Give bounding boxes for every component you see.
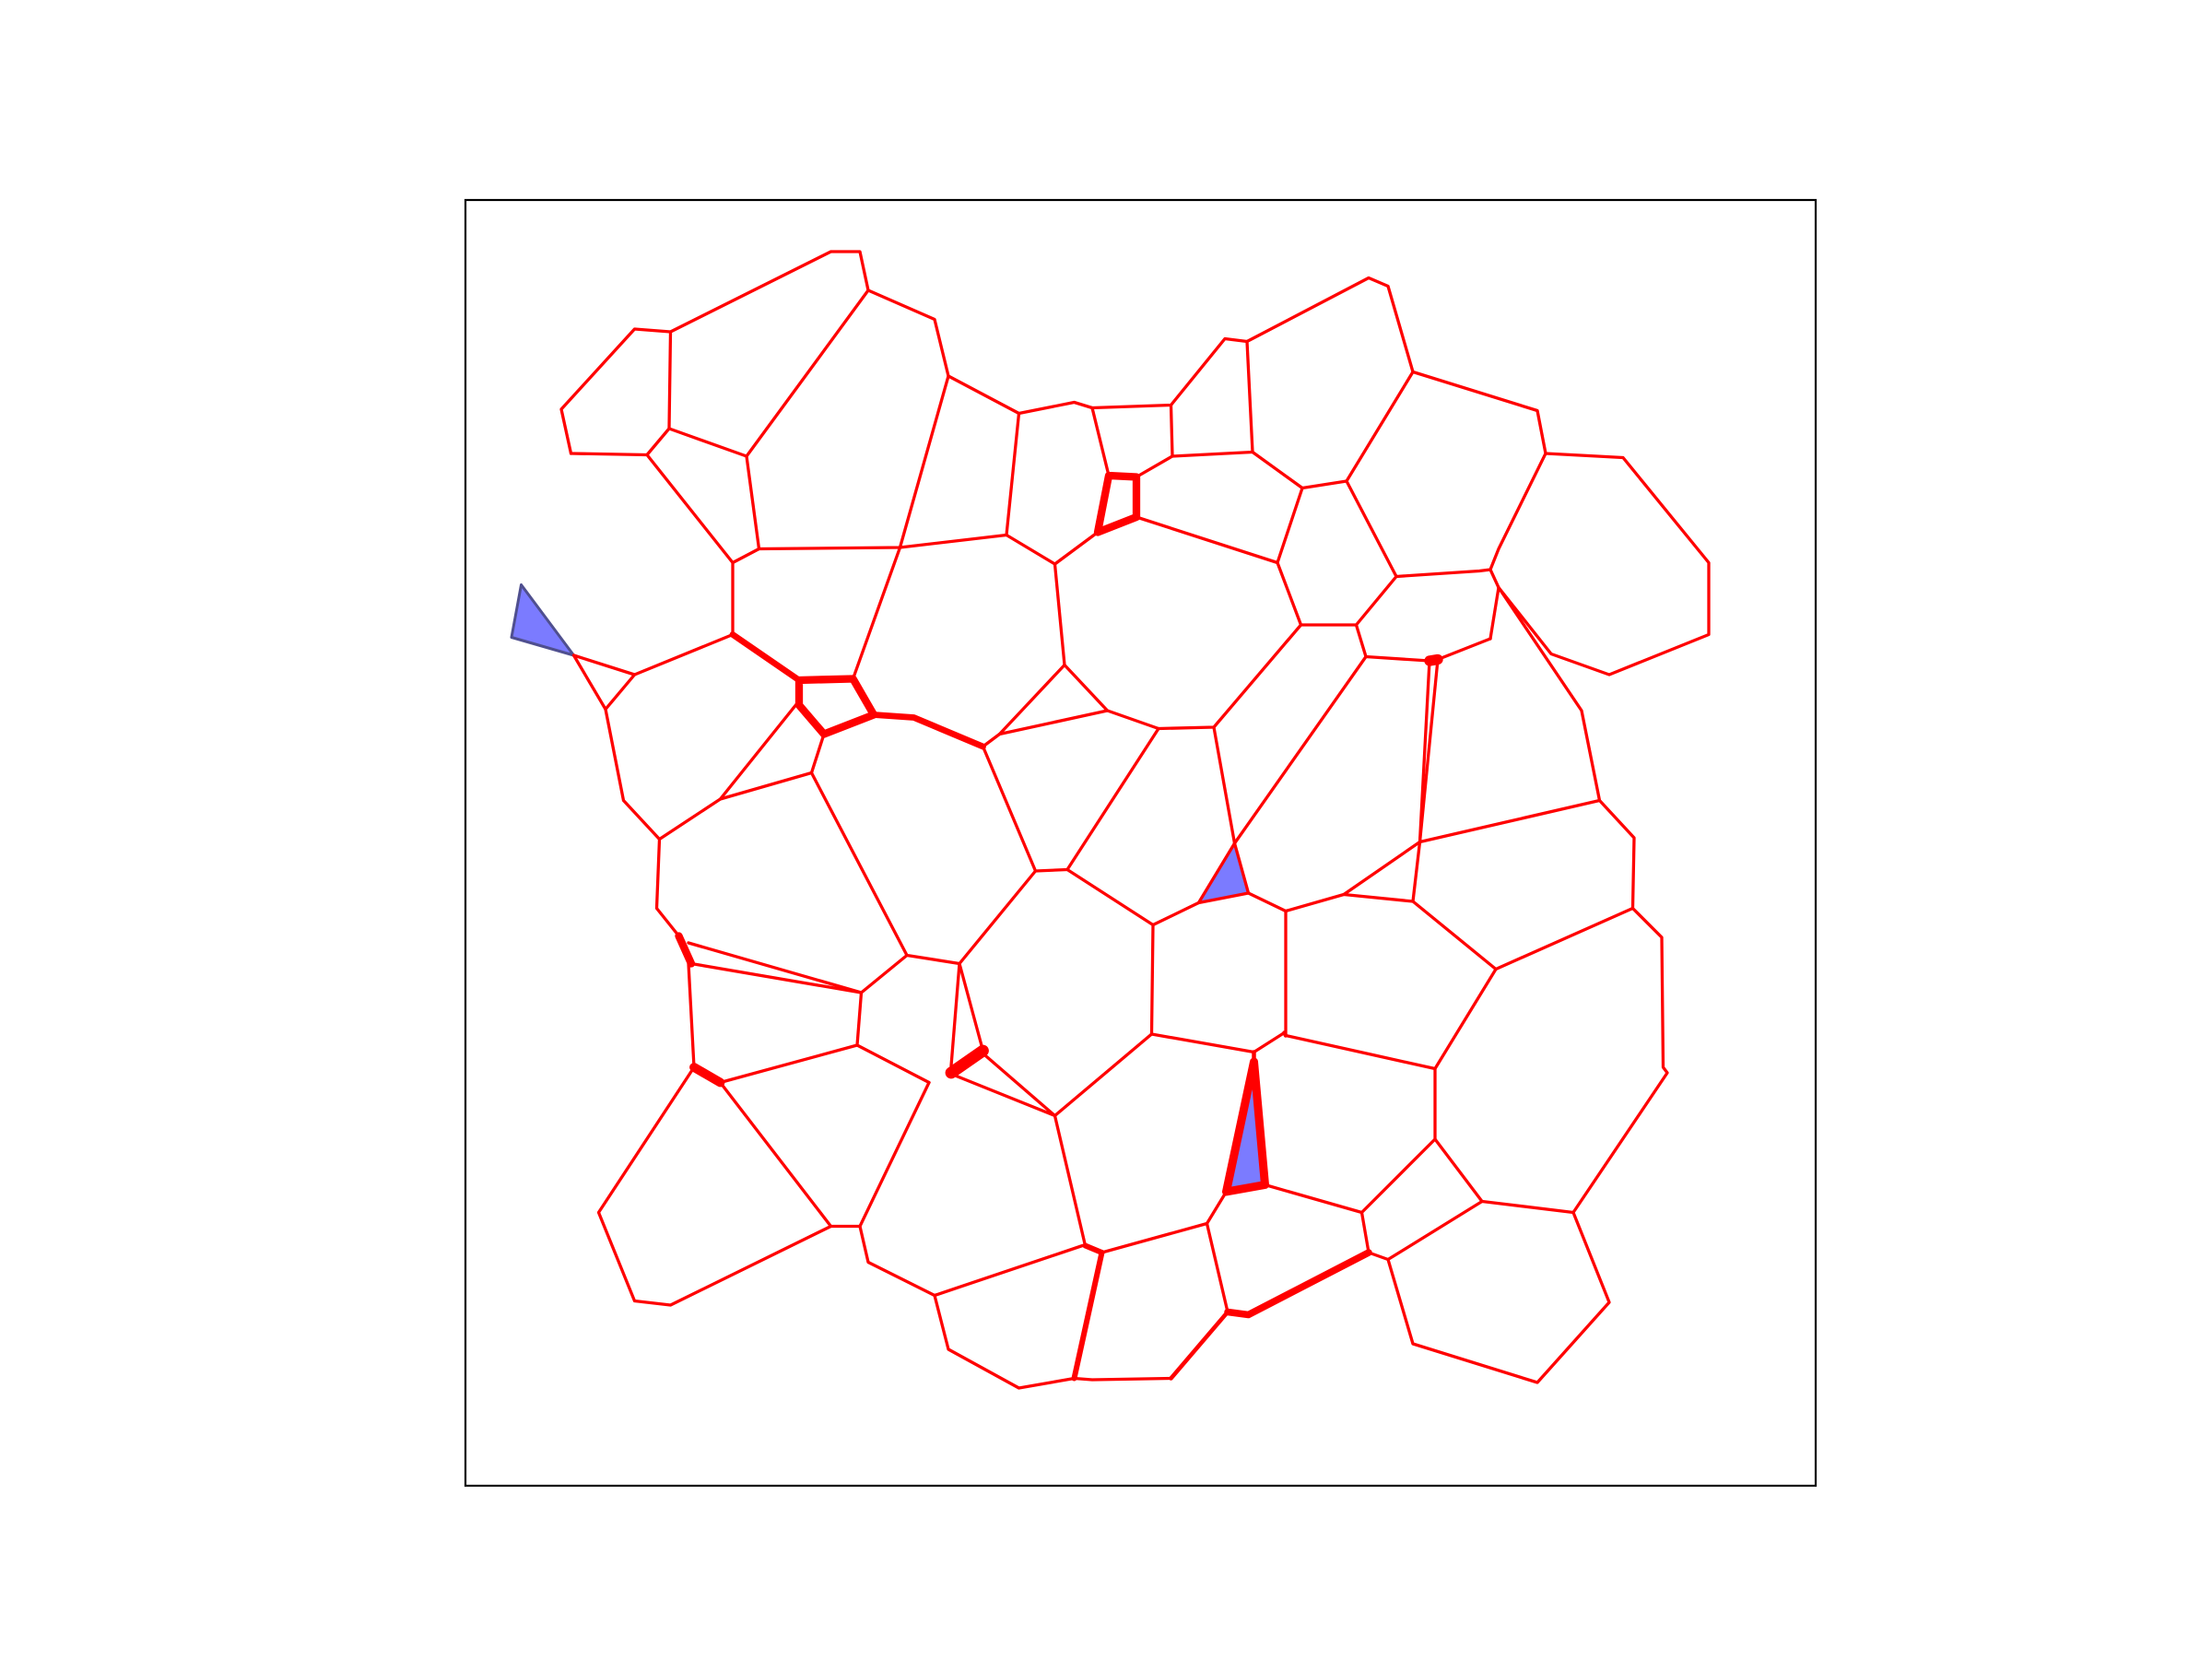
network-edge-42 <box>654 837 681 938</box>
network-edge-12 <box>1135 454 1174 479</box>
network-edge-68 <box>1222 1057 1269 1196</box>
network-edge-51 <box>933 1293 1173 1390</box>
network-edge-37 <box>718 699 801 801</box>
network-edge-41 <box>855 953 931 1085</box>
network-edge-59 <box>1093 471 1141 536</box>
network-edge-58 <box>870 712 986 750</box>
network-edge-24 <box>1359 585 1669 1384</box>
network-edge-7 <box>757 411 1021 551</box>
network-edge-47 <box>596 1065 833 1307</box>
network-edges <box>559 250 1711 1390</box>
network-edge-64 <box>1082 1242 1105 1255</box>
shaded-region-2 <box>1198 843 1249 903</box>
network-edge-46 <box>687 961 696 1069</box>
network-edge-62 <box>945 1044 989 1079</box>
network-edge-38 <box>809 732 826 775</box>
network-edge-65 <box>1071 1250 1105 1382</box>
network-edge-60 <box>675 932 696 968</box>
network-edge-16 <box>1276 560 1398 627</box>
network-edge-43 <box>687 941 864 994</box>
network-edge-53 <box>1205 1221 1230 1314</box>
network-edge-63 <box>1424 653 1443 666</box>
network-edge-26 <box>1418 659 1431 844</box>
axes-frame <box>464 198 1818 1488</box>
network-edge-8 <box>851 374 950 681</box>
network-edge-40 <box>949 961 961 1068</box>
network-edge-67 <box>1224 1249 1372 1319</box>
network-edge-66 <box>1169 1310 1230 1381</box>
network-edge-17 <box>1053 562 1303 731</box>
network-edge-44 <box>689 961 864 994</box>
network-edge-10 <box>1090 406 1111 477</box>
network-edge-61 <box>689 1063 725 1088</box>
network-edge-49 <box>858 1224 1085 1298</box>
shaded-region-1 <box>510 583 575 657</box>
network-edge-20 <box>1212 725 1237 845</box>
network-edge-32 <box>1386 1199 1484 1262</box>
network-edge-23 <box>1488 585 1500 641</box>
network-edge-19 <box>981 709 1160 873</box>
network-edge-36 <box>604 707 1038 966</box>
network-edge-13 <box>1135 450 1304 565</box>
network-edge-50 <box>947 1071 1088 1248</box>
network-edge-57 <box>794 675 878 738</box>
network-edge-3 <box>571 653 637 677</box>
network-edge-15 <box>1345 479 1492 579</box>
network-edge-45 <box>718 1043 859 1085</box>
network-edge-25 <box>1418 637 1602 844</box>
network-edge-39 <box>958 961 985 1053</box>
network-edge-56 <box>729 631 803 684</box>
network-edge-71 <box>1196 841 1251 905</box>
network-edge-54 <box>1263 1182 1364 1215</box>
network-edge-11 <box>1169 339 1254 458</box>
network-edge-22 <box>1232 654 1368 845</box>
network-edge-18 <box>997 663 1066 736</box>
network-edge-28 <box>1411 840 1422 903</box>
network-edge-70 <box>1282 1030 1288 1038</box>
network-edge-55 <box>1252 1030 1287 1054</box>
